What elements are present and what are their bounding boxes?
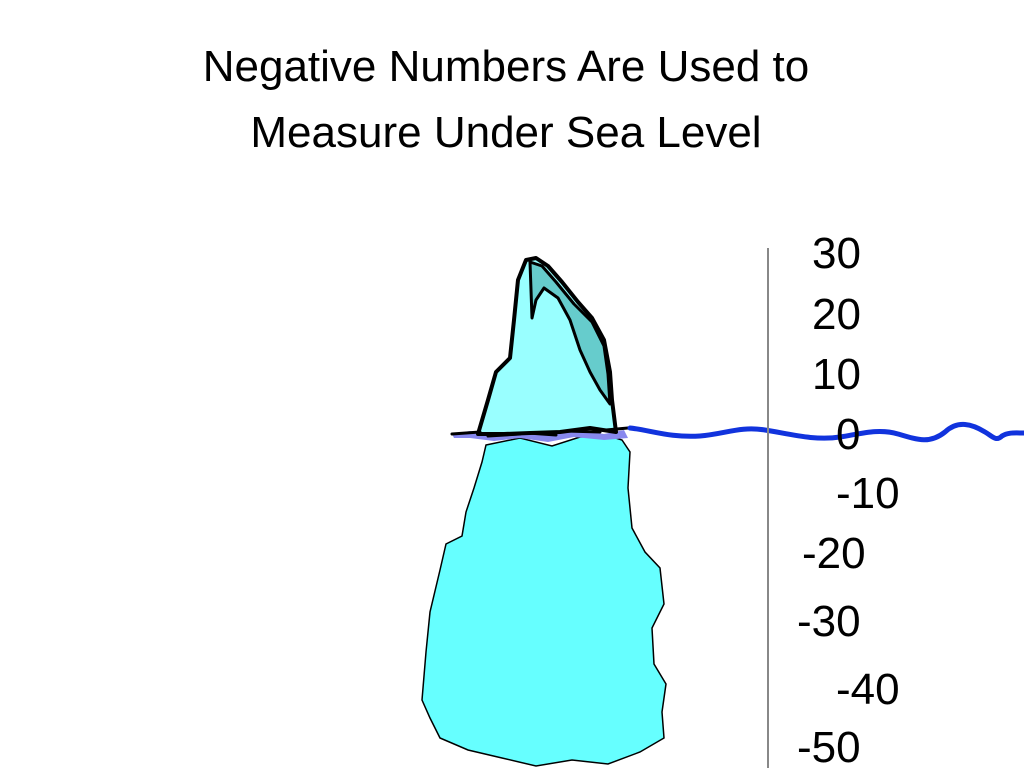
title-line-1: Negative Numbers Are Used to <box>202 42 810 91</box>
title-line-2: Measure Under Sea Level <box>250 108 762 157</box>
scale-label-minus-20: -20 <box>802 529 866 578</box>
scale-label-20: 20 <box>812 290 861 339</box>
scale-label-10: 10 <box>812 350 861 399</box>
scale-label-0: 0 <box>836 410 861 459</box>
slide-title: Negative Numbers Are Used to Measure Und… <box>0 34 1012 166</box>
scale-label-minus-10: -10 <box>836 469 900 518</box>
scale-label-30: 30 <box>812 229 861 278</box>
scale-label-minus-40: -40 <box>836 665 900 714</box>
iceberg-base-strokes <box>450 426 630 438</box>
iceberg-underwater <box>421 434 667 767</box>
scale-label-minus-30: -30 <box>797 597 861 646</box>
iceberg-shadow-facet <box>528 260 612 406</box>
scale-label-minus-50: -50 <box>797 723 861 768</box>
sea-level-water-line <box>627 422 1024 443</box>
